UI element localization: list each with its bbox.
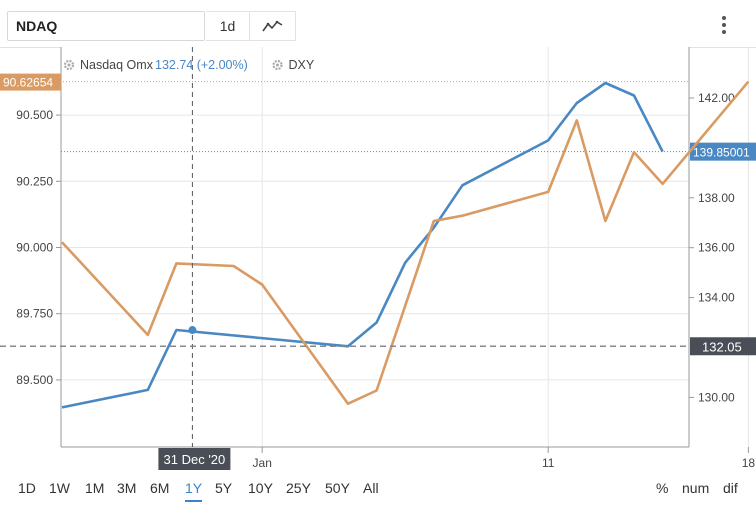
range-button-1d[interactable]: 1D [18, 480, 36, 496]
gear-icon [63, 59, 75, 71]
chart-grid [61, 47, 749, 447]
x-tick-label: Jan [253, 456, 272, 470]
chart-toolbar: 1d [0, 0, 756, 48]
series-line-dxy [61, 80, 750, 406]
range-button-50y[interactable]: 50Y [325, 480, 350, 496]
left-tick-label: 90.250 [16, 174, 53, 188]
legend-name: DXY [289, 58, 315, 72]
series-lines [61, 80, 750, 409]
crosshair-value-badge [690, 337, 756, 356]
gear-icon [272, 59, 283, 71]
left-tick-label: 89.500 [16, 373, 53, 387]
right-tick-label: 142.00 [698, 91, 735, 105]
x-tick-label: 18 [742, 456, 756, 470]
right-tick-label: 138.00 [698, 191, 735, 205]
range-button-1w[interactable]: 1W [49, 480, 70, 496]
legend-value: 132.74 (+2.00%) [155, 58, 248, 72]
left-tick-label: 90.500 [16, 108, 53, 122]
range-button-1m[interactable]: 1M [85, 480, 105, 496]
mode-button-dif[interactable]: dif [723, 480, 738, 496]
range-button-1y[interactable]: 1Y [185, 480, 203, 502]
legend-item: DXY [272, 58, 315, 72]
mode-button-num[interactable]: num [682, 480, 710, 496]
range-button-25y[interactable]: 25Y [286, 480, 311, 496]
x-tick-label: 11 [542, 456, 555, 470]
symbol-input[interactable] [7, 11, 205, 41]
interval-dropdown[interactable]: 1d [206, 11, 250, 41]
range-button-all[interactable]: All [363, 480, 379, 496]
ndaq-current-label: 139.85001 [693, 146, 750, 160]
range-button-3m[interactable]: 3M [117, 480, 137, 496]
legend-name: Nasdaq Omx [80, 58, 154, 72]
crosshair-point [188, 326, 197, 335]
x-axis: Jan 11 18 [253, 447, 756, 470]
right-tick-label: 136.00 [698, 241, 735, 255]
right-tick-label: 130.00 [698, 390, 735, 404]
gear-icon-hub [276, 63, 279, 67]
legend-item: Nasdaq Omx 132.74 (+2.00%) [63, 58, 248, 72]
right-tick-label: 134.00 [698, 291, 735, 305]
dxy-current-label: 90.62654 [3, 76, 53, 90]
gear-icon-ring [63, 59, 75, 71]
mode-button-percent[interactable]: % [656, 480, 669, 496]
line-chart-icon [262, 20, 283, 32]
crosshair: 132.05 31 Dec '20 [0, 47, 756, 470]
left-tick-label: 89.750 [16, 307, 53, 321]
reference-lines: 90.62654 139.85001 [0, 73, 756, 161]
chart-legend: Nasdaq Omx 132.74 (+2.00%) DXY [63, 58, 315, 72]
chart-type-button[interactable] [250, 11, 296, 41]
ndaq-current-badge [690, 142, 756, 161]
left-tick-label: 90.000 [16, 241, 53, 255]
series-line-nasdaq-omx [61, 81, 664, 409]
range-button-5y[interactable]: 5Y [215, 480, 233, 496]
range-button-10y[interactable]: 10Y [248, 480, 273, 496]
range-selector: 1D 1W 1M 3M 6M 1Y 5Y 10Y 25Y 50Y All% num dif [0, 474, 756, 504]
dxy-current-badge [0, 73, 61, 91]
gear-icon-ring [272, 59, 283, 71]
crosshair-date-label: 31 Dec '20 [164, 452, 226, 467]
crosshair-value-label: 132.05 [702, 339, 742, 354]
left-axis: 90.500 90.250 90.000 89.750 89.500 [16, 108, 61, 387]
gear-icon-hub [67, 63, 71, 67]
range-button-6m[interactable]: 6M [150, 480, 170, 496]
crosshair-date-badge [158, 448, 231, 470]
vertical-dots-icon[interactable] [714, 14, 734, 38]
